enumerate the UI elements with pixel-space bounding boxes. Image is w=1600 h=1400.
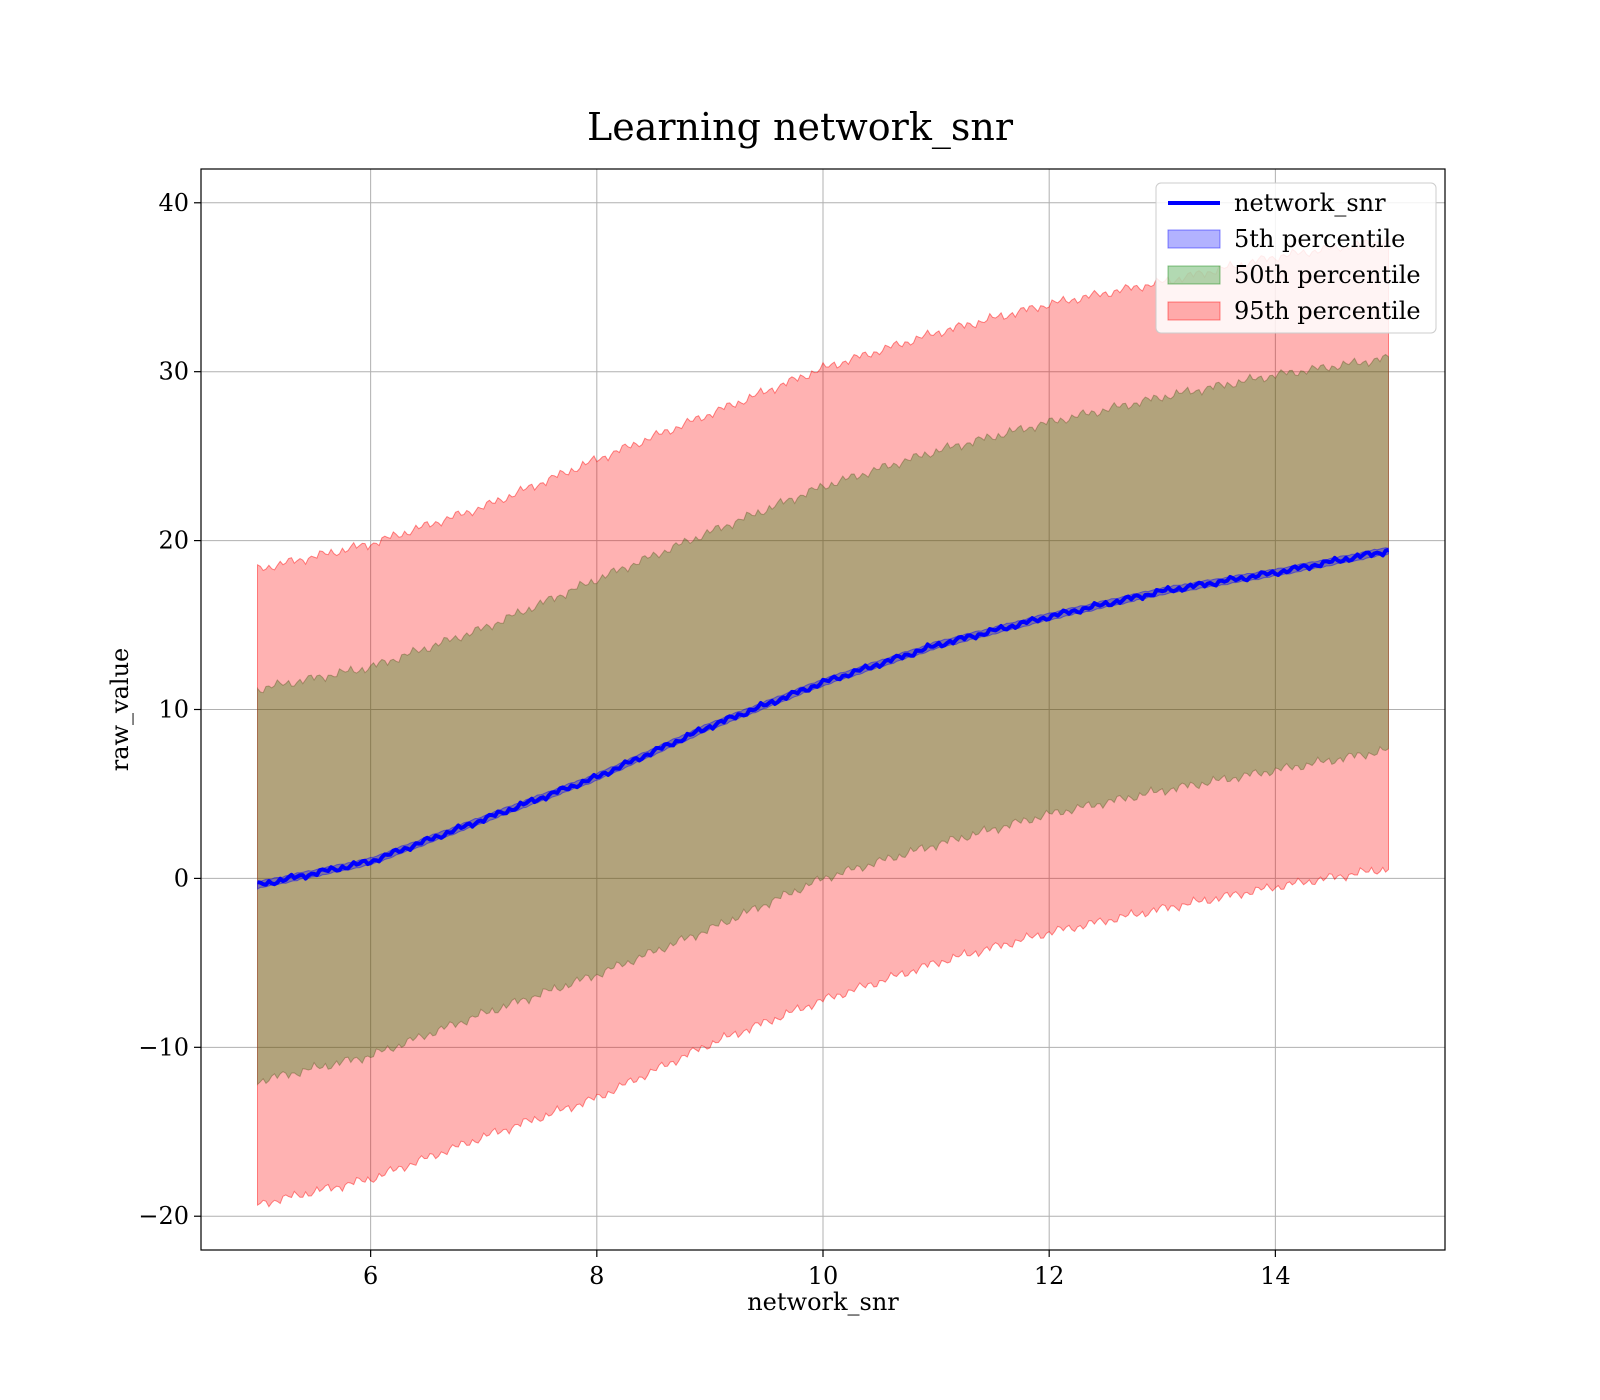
y-axis-label: raw_value (106, 648, 134, 772)
legend-swatch-band (1167, 265, 1221, 285)
y-tick-label: −20 (138, 1202, 189, 1230)
y-tick-label: 0 (174, 864, 189, 892)
series-line-network-snr (257, 547, 1390, 887)
x-tick-label: 6 (363, 1262, 378, 1290)
x-tick-label: 10 (808, 1262, 839, 1290)
x-axis-label: network_snr (747, 1288, 899, 1316)
y-tick-label: 30 (158, 358, 189, 386)
x-tick-label: 14 (1260, 1262, 1291, 1290)
y-tick-label: 20 (158, 527, 189, 555)
y-tick-label: −10 (138, 1033, 189, 1061)
legend-box (1155, 182, 1437, 334)
x-tick-label: 8 (589, 1262, 604, 1290)
y-axis: −20 −10 0 10 20 30 40 (138, 189, 201, 1230)
chart-title: Learning network_snr (587, 105, 1014, 150)
legend-swatch-band (1167, 229, 1221, 249)
series-lines (257, 547, 1390, 887)
legend-label: network_snr (1234, 189, 1386, 217)
legend-label: 5th percentile (1234, 225, 1405, 253)
legend-label: 50th percentile (1234, 261, 1421, 289)
y-tick-label: 40 (158, 189, 189, 217)
legend-label: 95th percentile (1234, 297, 1421, 325)
bands (257, 237, 1389, 1208)
legend: network_snr 5th percentile 50th percentile… (1155, 182, 1437, 334)
legend-swatch-band (1167, 301, 1221, 321)
y-tick-label: 10 (158, 696, 189, 724)
band-50th-percentile (257, 353, 1389, 1086)
band-95th-percentile (257, 237, 1389, 1208)
grid (201, 169, 1445, 1250)
x-tick-label: 12 (1034, 1262, 1065, 1290)
x-axis: 6 8 10 12 14 (363, 1250, 1291, 1290)
